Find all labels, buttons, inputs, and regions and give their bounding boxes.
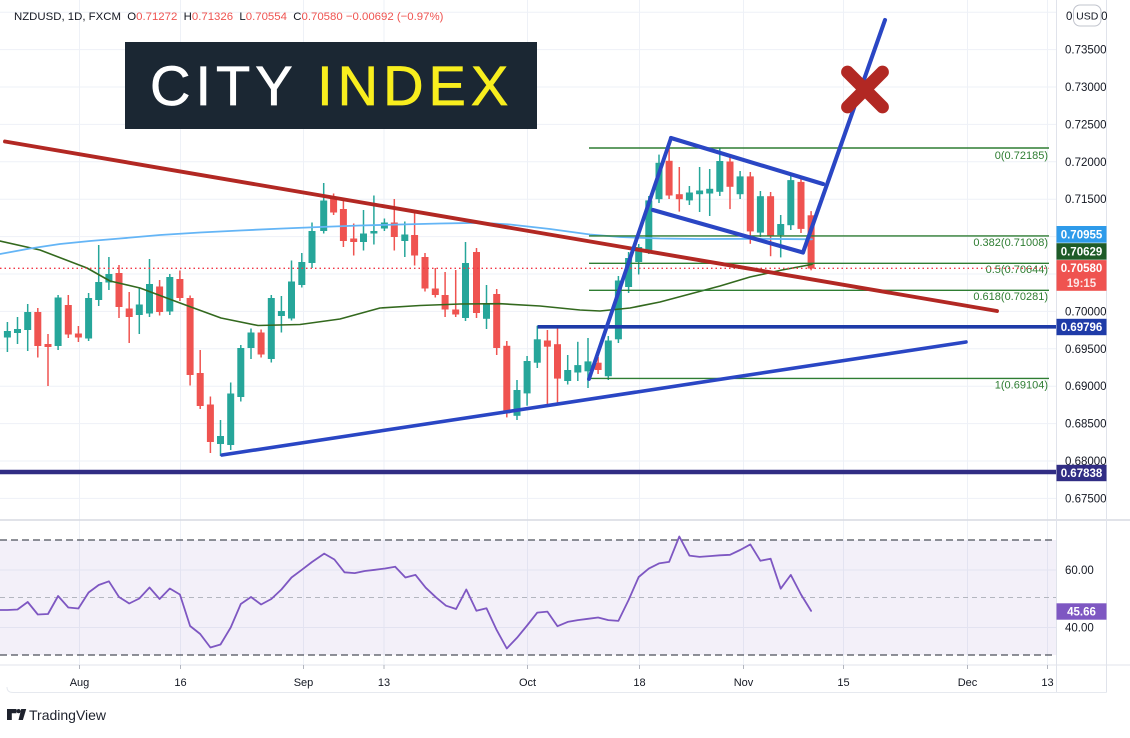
svg-text:16: 16 xyxy=(174,677,186,689)
svg-text:15: 15 xyxy=(837,677,849,689)
svg-text:Dec: Dec xyxy=(958,677,978,689)
svg-text:0.71500: 0.71500 xyxy=(1065,194,1107,206)
svg-text:CITY INDEX: CITY INDEX xyxy=(150,54,513,117)
svg-text:0.382(0.71008): 0.382(0.71008) xyxy=(973,237,1048,249)
svg-text:Aug: Aug xyxy=(70,677,90,689)
svg-text:0.5(0.70644): 0.5(0.70644) xyxy=(986,264,1048,276)
svg-text:Oct: Oct xyxy=(519,677,536,689)
svg-text:0.70955: 0.70955 xyxy=(1061,229,1103,241)
svg-text:0.67500: 0.67500 xyxy=(1065,493,1107,505)
svg-text:0.72000: 0.72000 xyxy=(1065,157,1107,169)
svg-text:0.73000: 0.73000 xyxy=(1065,82,1107,94)
svg-text:0.70629: 0.70629 xyxy=(1061,246,1103,258)
svg-text:0(0.72185): 0(0.72185) xyxy=(995,150,1048,162)
svg-text:0.69796: 0.69796 xyxy=(1061,322,1103,334)
svg-text:60.00: 60.00 xyxy=(1065,565,1094,577)
svg-text:TradingView: TradingView xyxy=(29,707,107,723)
svg-text:19:15: 19:15 xyxy=(1067,278,1097,290)
svg-text:NZDUSD, 1D, FXCM O0.71272 H0: NZDUSD, 1D, FXCM O0.71272 H0.71326 L0.70… xyxy=(14,11,444,23)
svg-text:0.618(0.70281): 0.618(0.70281) xyxy=(973,291,1048,303)
svg-text:0.73500: 0.73500 xyxy=(1065,45,1107,57)
svg-text:1(0.69104): 1(0.69104) xyxy=(995,380,1048,392)
svg-text:Sep: Sep xyxy=(294,677,314,689)
svg-text:40.00: 40.00 xyxy=(1065,623,1094,635)
svg-text:0.72500: 0.72500 xyxy=(1065,119,1107,131)
svg-text:USD: USD xyxy=(1076,11,1099,23)
svg-text:13: 13 xyxy=(378,677,390,689)
svg-text:0.69500: 0.69500 xyxy=(1065,344,1107,356)
svg-text:45.66: 45.66 xyxy=(1067,607,1096,619)
svg-text:13: 13 xyxy=(1041,677,1053,689)
svg-text:0.67838: 0.67838 xyxy=(1061,468,1103,480)
svg-text:Nov: Nov xyxy=(734,677,754,689)
svg-text:0.70580: 0.70580 xyxy=(1061,263,1103,275)
svg-text:0.69000: 0.69000 xyxy=(1065,381,1107,393)
svg-text:0.70000: 0.70000 xyxy=(1065,306,1107,318)
svg-text:0.68500: 0.68500 xyxy=(1065,419,1107,431)
svg-text:18: 18 xyxy=(633,677,645,689)
